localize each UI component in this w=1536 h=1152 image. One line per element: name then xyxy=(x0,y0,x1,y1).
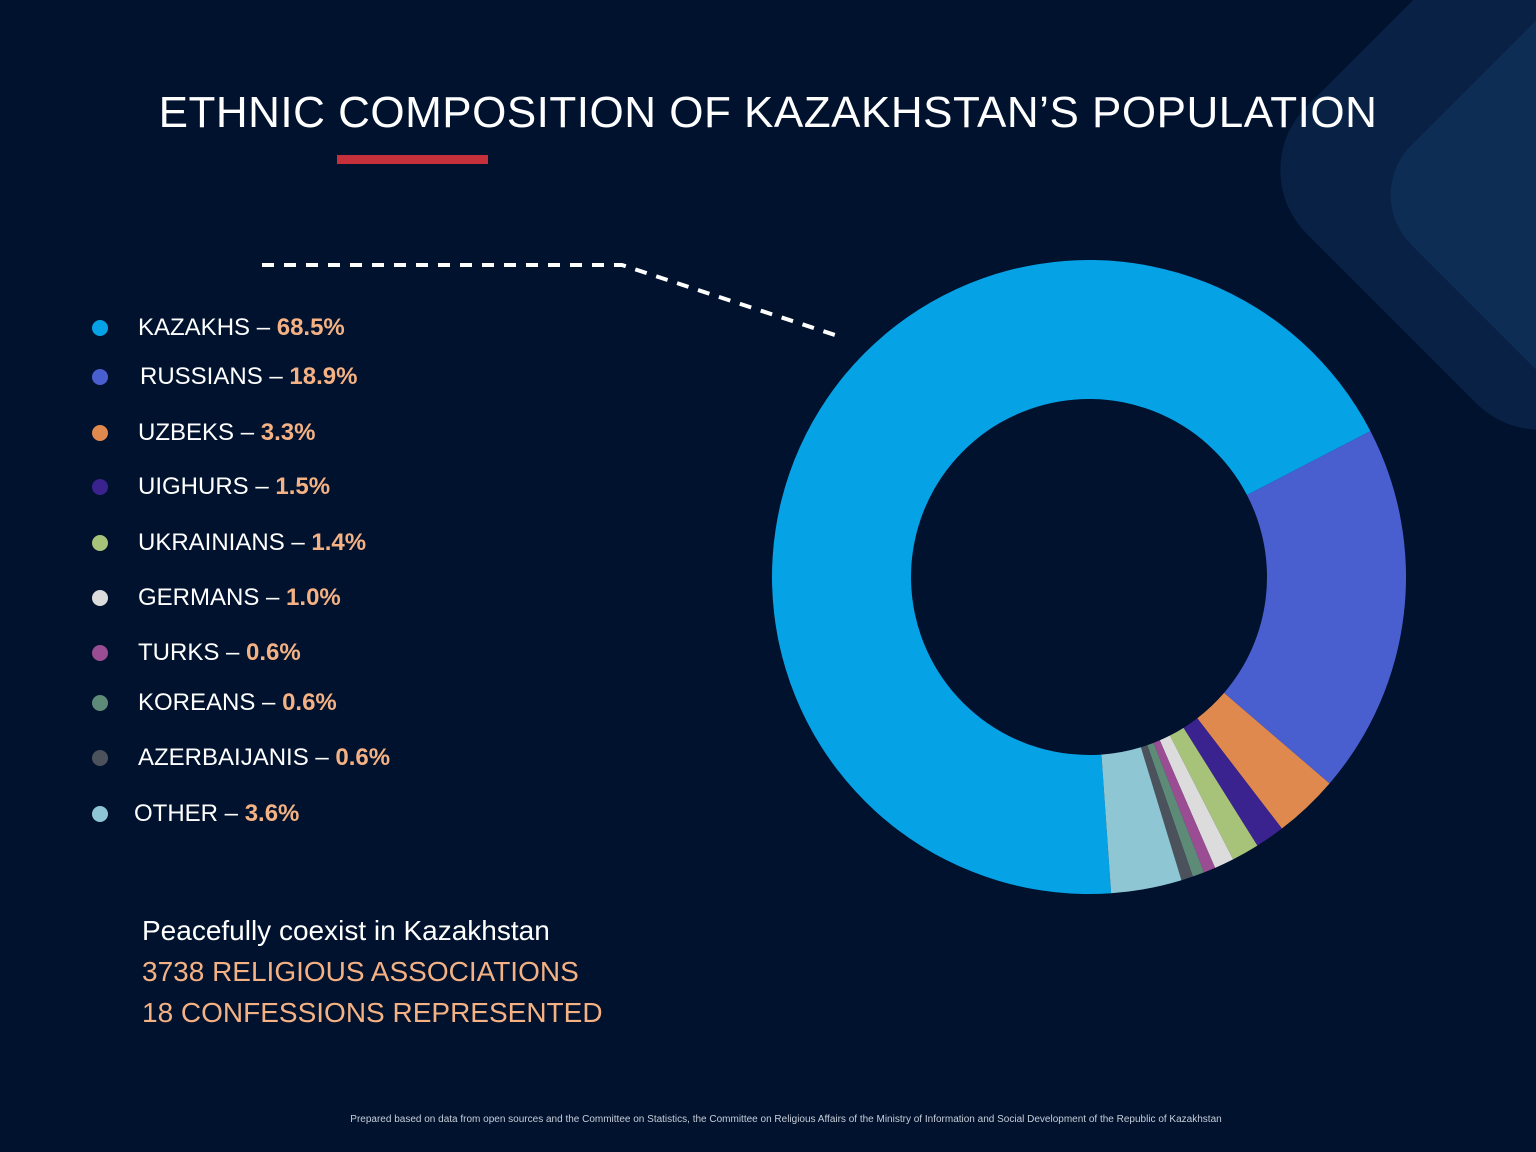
legend-value: 1.0% xyxy=(286,584,341,611)
legend-dot xyxy=(92,645,108,661)
donut-slices xyxy=(772,260,1407,895)
legend-name: OTHER xyxy=(134,800,218,827)
legend-name: UKRAINIANS xyxy=(138,529,285,556)
legend-label: OTHER – 3.6% xyxy=(134,800,300,827)
summary-line-confessions: 18 CONFESSIONS REPRESENTED xyxy=(142,997,603,1028)
legend-label: KAZAKHS – 68.5% xyxy=(138,314,345,341)
legend-value: 0.6% xyxy=(246,639,301,666)
legend-label: TURKS – 0.6% xyxy=(138,639,301,666)
legend-value: 3.6% xyxy=(244,800,300,827)
legend-dot xyxy=(92,750,108,766)
legend-label: GERMANS – 1.0% xyxy=(138,584,341,611)
legend-value: 1.4% xyxy=(311,529,367,556)
legend-label: AZERBAIJANIS – 0.6% xyxy=(138,744,391,771)
slice-uzbeks xyxy=(1197,692,1330,829)
legend-dot xyxy=(92,695,108,711)
slice-russians xyxy=(1224,431,1407,784)
legend-dot xyxy=(92,806,108,822)
legend-dot xyxy=(92,479,108,495)
legend-label: UZBEKS – 3.3% xyxy=(138,419,316,446)
slice-uighurs xyxy=(1183,718,1282,846)
legend-label: UKRAINIANS – 1.4% xyxy=(138,529,367,556)
summary-block: Peacefully coexist in Kazakhstan 3738 RE… xyxy=(142,910,603,1033)
legend-name: UIGHURS xyxy=(138,473,249,500)
slice-ukrainians xyxy=(1169,727,1258,860)
legend-name: AZERBAIJANIS xyxy=(138,744,309,771)
legend-name: KOREANS xyxy=(138,689,256,716)
summary-line-associations: 3738 RELIGIOUS ASSOCIATIONS xyxy=(142,956,579,987)
slice-koreans xyxy=(1147,742,1205,877)
legend-dot xyxy=(92,369,108,385)
legend-name: RUSSIANS xyxy=(140,363,263,390)
title-underline xyxy=(337,155,488,164)
legend-dot xyxy=(92,590,108,606)
source-note: Prepared based on data from open sources… xyxy=(350,1114,1222,1125)
legend-value: 0.6% xyxy=(335,744,391,771)
slice-azerbaijanis xyxy=(1140,745,1193,881)
legend-value: 0.6% xyxy=(282,689,337,716)
legend-value: 1.5% xyxy=(275,473,331,500)
legend-name: TURKS xyxy=(138,639,220,666)
page-title: ETHNIC COMPOSITION OF KAZAKHSTAN’S POPUL… xyxy=(158,88,1378,137)
slice-other xyxy=(1101,747,1182,894)
summary-line-coexist: Peacefully coexist in Kazakhstan xyxy=(142,915,550,946)
slice-kazakhs xyxy=(772,260,1371,895)
legend-label: UIGHURS – 1.5% xyxy=(138,473,331,500)
legend-dot xyxy=(92,425,108,441)
legend-label: KOREANS – 0.6% xyxy=(138,689,337,716)
legend-dot xyxy=(92,320,108,336)
legend-dot xyxy=(92,535,108,551)
slice-germans xyxy=(1159,735,1234,868)
leader-line xyxy=(262,263,839,338)
slice-turks xyxy=(1153,740,1216,873)
legend-value: 3.3% xyxy=(260,419,316,446)
legend-name: UZBEKS xyxy=(138,419,235,446)
legend-name: GERMANS xyxy=(138,584,260,611)
legend-value: 68.5% xyxy=(276,314,345,341)
legend-value: 18.9% xyxy=(289,363,358,390)
legend-name: KAZAKHS xyxy=(138,314,251,341)
legend-label: RUSSIANS – 18.9% xyxy=(140,363,358,390)
